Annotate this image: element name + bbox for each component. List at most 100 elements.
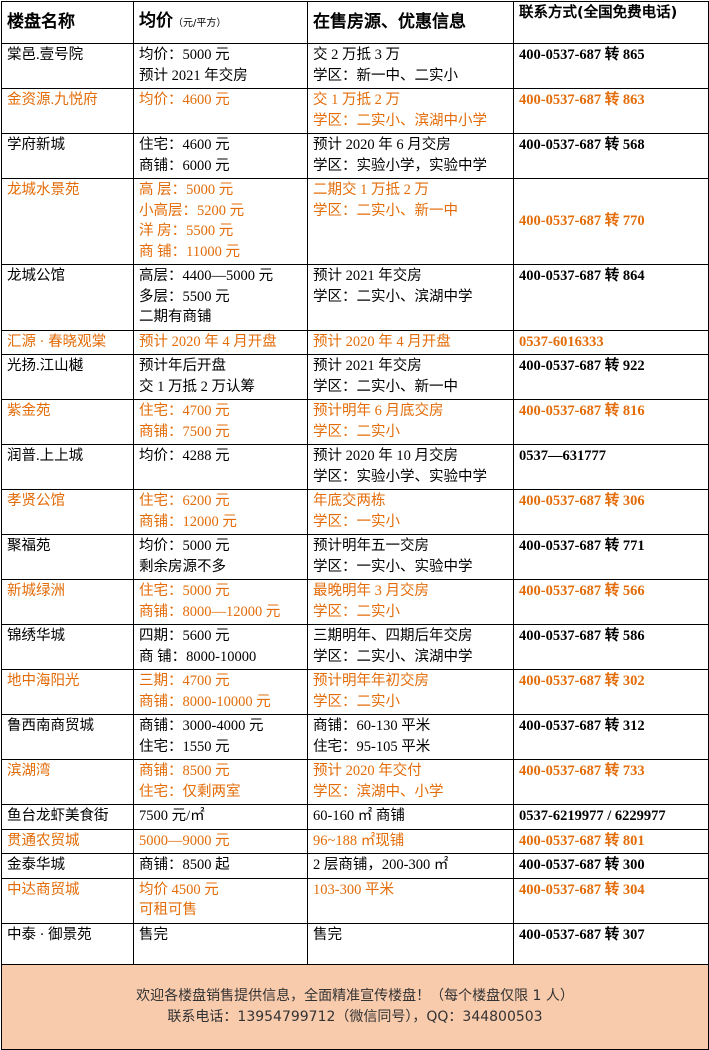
info-line: 年底交两栋 xyxy=(313,493,386,509)
contact-number: 0537-6016333 xyxy=(519,333,604,350)
price-line: 均价：4600 元 xyxy=(139,92,230,108)
listing-row: 龙城公馆 高层：4400—5000 元多层：5500 元二期有商铺 预计 2021 … xyxy=(1,264,709,331)
price-cell: 住宅：6200 元商铺：12000 元 xyxy=(133,489,308,535)
price-line: 小高层：5200 元 xyxy=(139,202,245,219)
price-line: 住宅：1550 元 xyxy=(139,738,230,755)
price-cell: 均价：4288 元 xyxy=(133,444,308,490)
info-line: 交 2 万抵 3 万 xyxy=(313,47,400,63)
price-cell: 均价：4600 元 xyxy=(133,88,308,134)
info-cell: 预计 2021 年交房 学区：二实小、新一中 xyxy=(307,354,514,400)
footer-line: 联系电话：13954799712（微信同号），QQ：344800503 xyxy=(167,1008,543,1025)
contact-cell: 400-0537-687 转 863 xyxy=(513,88,709,134)
price-line: 洋 房：5500 元 xyxy=(139,223,234,239)
contact-number: 400-0537-687 转 307 xyxy=(519,926,645,943)
footer-cell: 欢迎各楼盘销售提供信息，全面精准宣传楼盘！（每个楼盘仅限 1 人） 联系电话：13… xyxy=(1,963,709,1050)
listing-row: 金资源.九悦府 均价：4600 元 交 1 万抵 2 万学区：二实小、滨湖中小学 40… xyxy=(1,88,709,134)
contact-cell: 400-0537-687 转 865 xyxy=(513,43,709,89)
info-cell: 96~188 ㎡现铺 xyxy=(307,828,514,854)
contact-number: 400-0537-687 转 801 xyxy=(519,832,645,849)
listing-name: 龙城水景苑 xyxy=(7,182,80,198)
contact-cell: 400-0537-687 转 816 xyxy=(513,399,709,445)
listing-name: 学府新城 xyxy=(7,137,65,153)
price-cell: 均价 4500 元可租可售 xyxy=(133,877,308,924)
info-line: 学区：实验小学、实验中学 xyxy=(313,468,487,485)
price-line: 预计年后开盘 xyxy=(139,358,226,374)
name-cell: 贯通农贸城 xyxy=(1,828,134,854)
contact-number: 400-0537-687 转 864 xyxy=(519,268,645,284)
info-line: 学区：滨湖中、小学 xyxy=(313,783,444,800)
name-cell: 鲁西南商贸城 xyxy=(1,714,134,760)
price-line: 可租可售 xyxy=(139,902,197,918)
listing-name: 孝贤公馆 xyxy=(7,493,65,509)
price-cell: 商铺：3000-4000 元住宅：1550 元 xyxy=(133,714,308,760)
info-line: 预计 2020 年交付 xyxy=(313,763,422,779)
header-cell: 在售房源、优惠信息 xyxy=(307,1,514,44)
info-line: 学区：实验小学，实验中学 xyxy=(313,157,487,174)
price-line: 住宅：5000 元 xyxy=(139,583,230,599)
contact-cell: 400-0537-687 转 306 xyxy=(513,489,709,535)
name-cell: 汇源 · 春晓观棠 xyxy=(1,329,134,355)
contact-number: 400-0537-687 转 302 xyxy=(519,673,645,689)
listing-name: 鲁西南商贸城 xyxy=(7,718,94,734)
price-cell: 7500 元/㎡ xyxy=(133,804,308,830)
price-cell: 四期：5600 元商 铺：8000-10000 xyxy=(133,624,308,670)
info-line: 预计 2021 年交房 xyxy=(313,358,422,374)
header-info: 在售房源、优惠信息 xyxy=(313,12,466,33)
contact-cell: 400-0537-687 转 864 xyxy=(513,264,709,331)
listing-row: 学府新城 住宅：4600 元商铺：6000 元预计 2020 年 6 月交房学区：… xyxy=(1,133,709,179)
contact-cell: 400-0537-687 转 733 xyxy=(513,759,709,805)
price-cell: 预计年后开盘交 1 万抵 2 万认筹 xyxy=(133,354,308,400)
price-line: 7500 元/㎡ xyxy=(139,808,205,824)
contact-number: 400-0537-687 转 922 xyxy=(519,358,645,374)
header-row: 楼盘名称 均价（元/平方） 在售房源、优惠信息 联系方式(全国免费电话) xyxy=(1,1,709,44)
contact-cell: 400-0537-687 转 300 xyxy=(513,853,709,879)
price-cell: 商铺：8500 起 xyxy=(133,853,308,879)
header-cell: 楼盘名称 xyxy=(1,1,134,44)
price-line: 高层：4400—5000 元 xyxy=(139,268,274,284)
listing-row: 孝贤公馆 住宅：6200 元商铺：12000 元年底交两栋 学区：一实小 400-05… xyxy=(1,489,709,535)
listing-name: 金泰华城 xyxy=(7,857,65,873)
name-cell: 滨湖湾 xyxy=(1,759,134,805)
contact-number: 400-0537-687 转 816 xyxy=(519,403,645,419)
price-line: 高 层：5000 元 xyxy=(139,182,234,198)
info-cell: 售完 xyxy=(307,922,514,965)
contact-cell: 0537—631777 xyxy=(513,444,709,490)
header-cell: 均价（元/平方） xyxy=(133,1,308,44)
contact-number: 400-0537-687 转 306 xyxy=(519,493,645,509)
listing-name: 龙城公馆 xyxy=(7,268,65,284)
info-line: 交 1 万抵 2 万 xyxy=(313,92,400,108)
name-cell: 孝贤公馆 xyxy=(1,489,134,535)
price-cell: 住宅：4600 元商铺：6000 元 xyxy=(133,133,308,179)
info-line: 2 层商铺，200-300 ㎡ xyxy=(313,857,449,873)
info-line: 售完 xyxy=(313,926,342,943)
name-cell: 中泰 · 御景苑 xyxy=(1,922,134,965)
contact-number: 400-0537-687 转 300 xyxy=(519,857,645,873)
name-cell: 棠邑.壹号院 xyxy=(1,43,134,89)
contact-number: 400-0537-687 转 586 xyxy=(519,628,645,644)
listing-row: 光扬.江山樾 预计年后开盘交 1 万抵 2 万认筹 预计 2021 年交房 学区：二实… xyxy=(1,354,709,400)
info-line: 96~188 ㎡现铺 xyxy=(313,832,405,849)
contact-cell: 400-0537-687 转 302 xyxy=(513,669,709,715)
info-line: 预计明年 6 月底交房 xyxy=(313,403,444,419)
listing-name: 滨湖湾 xyxy=(7,763,51,779)
info-cell: 预计 2020 年 10 月交房 学区：实验小学、实验中学 xyxy=(307,444,514,490)
info-line: 商铺：60-130 平米 xyxy=(313,718,431,734)
info-line: 预计明年年初交房 xyxy=(313,673,429,689)
listing-row: 贯通农贸城 5000—9000 元 96~188 ㎡现铺 400-0537-687 转… xyxy=(1,828,709,854)
price-cell: 高 层：5000 元小高层：5200 元洋 房：5500 元商 铺：11000 … xyxy=(133,178,308,265)
contact-cell: 400-0537-687 转 586 xyxy=(513,624,709,670)
contact-number: 400-0537-687 转 304 xyxy=(519,881,645,898)
listing-name: 润普.上上城 xyxy=(7,448,84,464)
info-line: 学区：二实小、新一中 xyxy=(313,202,458,219)
price-line: 售完 xyxy=(139,926,168,943)
price-cell: 预计 2020 年 4 月开盘 xyxy=(133,329,308,355)
listing-name: 中达商贸城 xyxy=(7,881,80,898)
listing-name: 聚福苑 xyxy=(7,538,51,554)
price-line: 商 铺：11000 元 xyxy=(139,243,240,260)
info-line: 预计 2020 年 6 月交房 xyxy=(313,137,451,153)
price-line: 商铺：3000-4000 元 xyxy=(139,718,264,734)
price-line: 5000—9000 元 xyxy=(139,832,230,849)
